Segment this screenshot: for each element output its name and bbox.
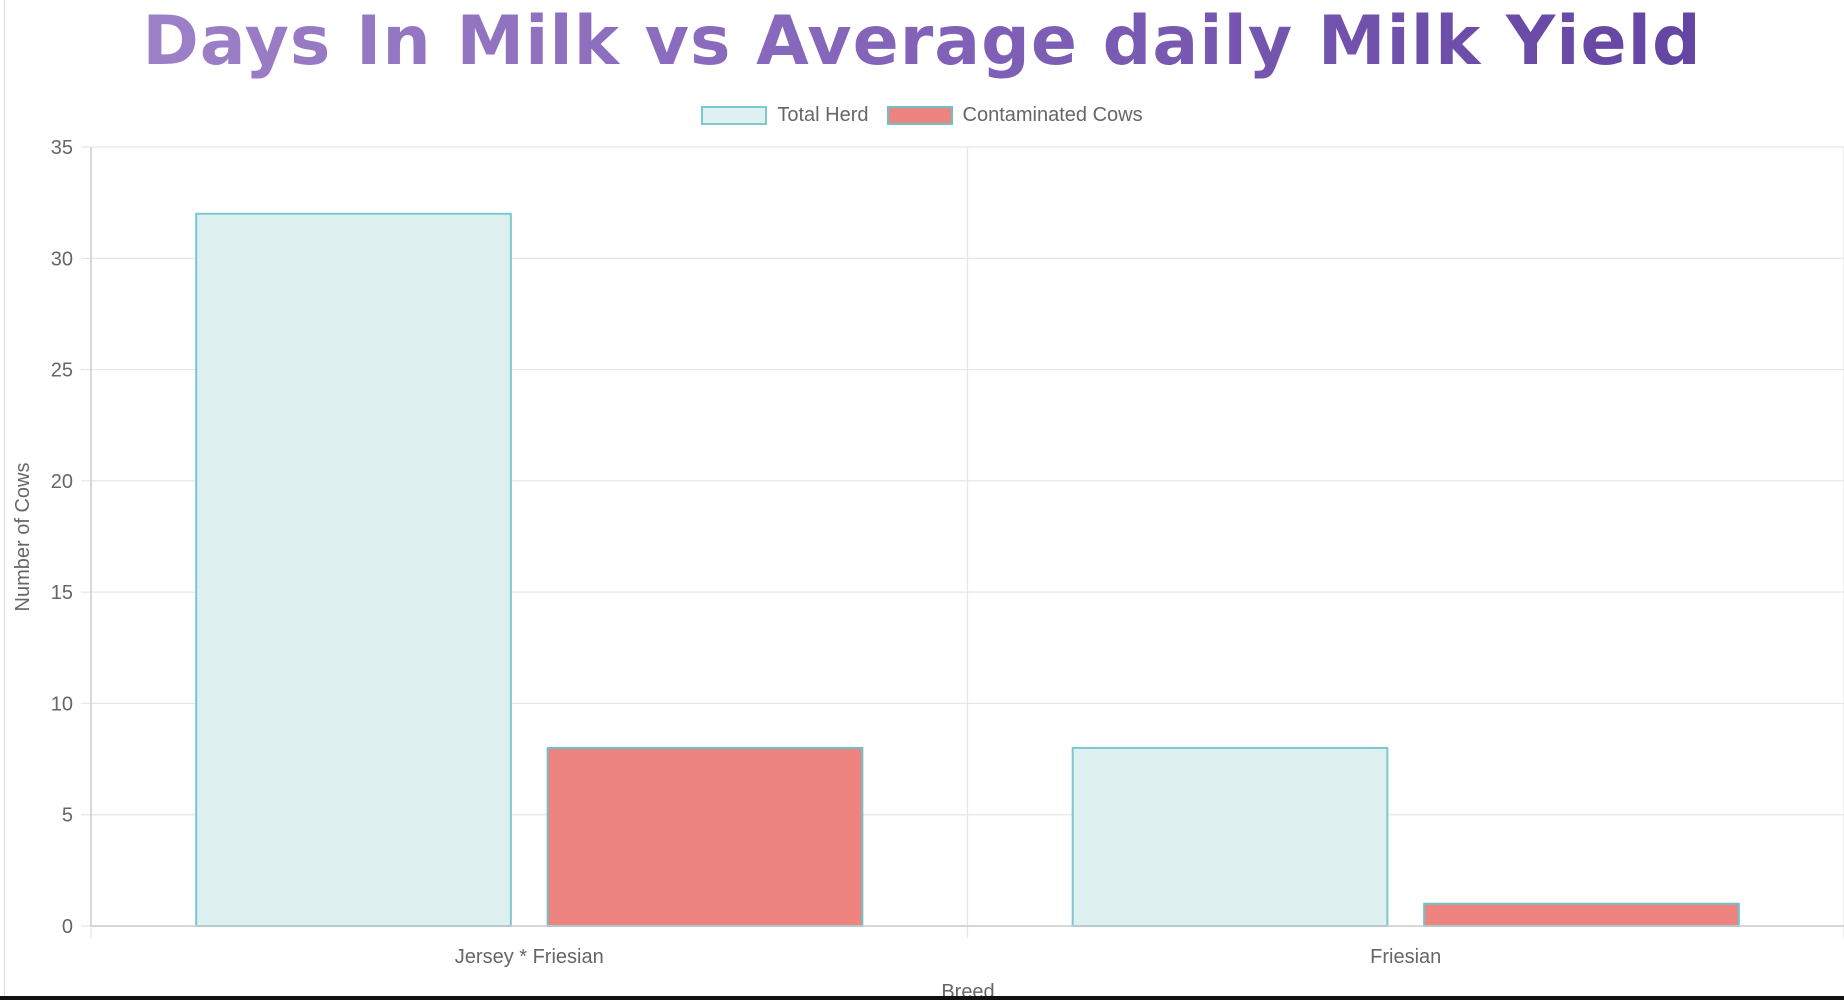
- bar-contaminated-cows-1[interactable]: [1423, 902, 1740, 928]
- y-tick-label: 0: [62, 916, 73, 938]
- y-tick-label: 20: [51, 471, 73, 493]
- bar-contaminated-cows-0[interactable]: [546, 746, 864, 928]
- y-tick-label: 15: [51, 582, 73, 604]
- y-tick-label: 30: [51, 248, 73, 270]
- y-tick-label: 10: [51, 693, 73, 715]
- x-tick-label: Friesian: [1370, 946, 1441, 968]
- y-tick-label: 35: [51, 137, 73, 159]
- chart-title: Days In Milk vs Average daily Milk Yield: [0, 2, 1844, 82]
- bar-total-herd-1[interactable]: [1071, 746, 1389, 928]
- page-bottom-border: [0, 996, 1844, 1000]
- legend-item-contaminated-cows[interactable]: Contaminated Cows: [886, 104, 1143, 127]
- bars: [195, 212, 1740, 928]
- y-tick-label: 25: [51, 360, 73, 382]
- x-axis-title: Breed: [941, 981, 994, 996]
- y-tick-label: 5: [62, 805, 73, 827]
- x-tick-label: Jersey * Friesian: [455, 946, 604, 968]
- y-axis-title: Number of Cows: [12, 463, 34, 612]
- tick-labels: 0 5 10 15 20 25 30 35 Jersey * Friesian Friesian: [51, 137, 1442, 968]
- page-left-border: [4, 0, 5, 996]
- legend-label-total-herd: Total Herd: [777, 104, 869, 126]
- legend-label-contaminated-cows: Contaminated Cows: [962, 104, 1143, 126]
- legend-item-total-herd[interactable]: Total Herd: [701, 104, 869, 127]
- legend-swatch-total-herd: [701, 106, 768, 125]
- legend-swatch-contaminated-cows: [886, 106, 953, 125]
- axes: [90, 147, 1844, 927]
- bar-total-herd-0[interactable]: [195, 212, 512, 927]
- chart-legend: Total Herd Contaminated Cows: [0, 104, 1844, 127]
